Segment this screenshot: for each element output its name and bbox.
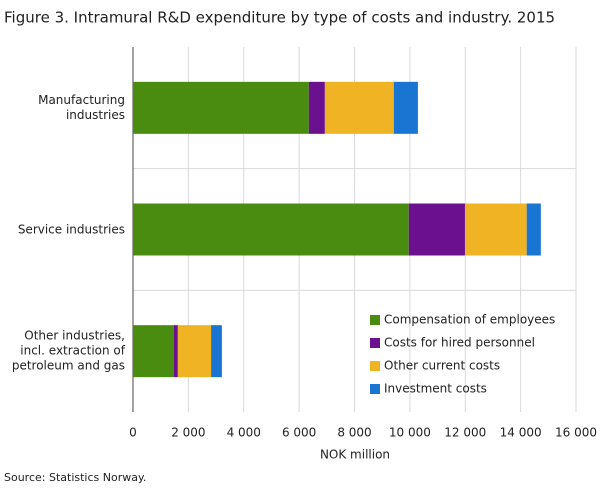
- source: Source: Statistics Norway.: [4, 471, 146, 484]
- chart-title: Figure 3. Intramural R&D expenditure by …: [4, 9, 555, 27]
- bar-segment: [393, 81, 418, 134]
- x-tick-label: 4 000: [227, 426, 261, 440]
- bar-segment: [133, 81, 309, 134]
- legend-label: Compensation of employees: [384, 313, 555, 327]
- x-tick-label: 6 000: [282, 426, 316, 440]
- legend-swatch: [370, 338, 380, 348]
- x-tick-label: 8 000: [337, 426, 371, 440]
- legend-label: Investment costs: [384, 382, 487, 396]
- x-tick-label: 12 000: [444, 426, 486, 440]
- legend-swatch: [370, 361, 380, 371]
- bar-segment: [173, 325, 178, 378]
- bar-segment: [133, 325, 174, 378]
- y-tick-label: Other industries, incl. extraction of pe…: [11, 328, 125, 373]
- legend-label: Costs for hired personnel: [384, 336, 535, 350]
- x-tick-label: 2 000: [171, 426, 205, 440]
- bar-segment: [464, 203, 527, 256]
- x-axis-label: NOK million: [320, 448, 390, 462]
- bar-segment: [177, 325, 212, 378]
- y-tick-label: Service industries: [17, 222, 125, 236]
- bar-segment: [133, 203, 409, 256]
- legend-swatch: [370, 315, 380, 325]
- bar-segment: [526, 203, 541, 256]
- x-tick-label: 10 000: [389, 426, 431, 440]
- x-tick-label: 14 000: [500, 426, 542, 440]
- x-tick-label: 0: [129, 426, 137, 440]
- bar-segment: [408, 203, 465, 256]
- y-tick-label: Manufacturing industries: [38, 92, 125, 122]
- legend-swatch: [370, 384, 380, 394]
- legend-label: Other current costs: [384, 359, 500, 373]
- x-tick-label: 16 000: [555, 426, 597, 440]
- bar-segment: [324, 81, 394, 134]
- bar-segment: [211, 325, 222, 378]
- bar-segment: [308, 81, 325, 134]
